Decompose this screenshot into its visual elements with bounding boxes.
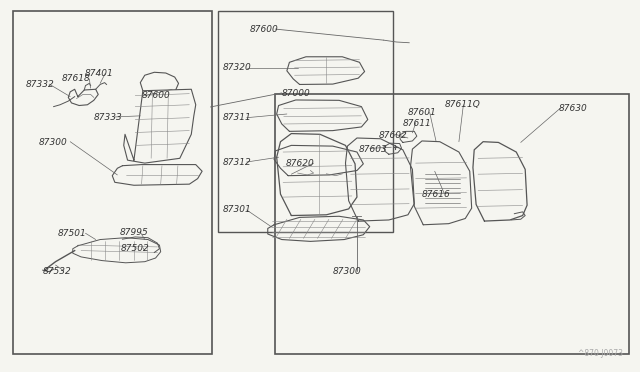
Text: 87320: 87320	[223, 63, 252, 72]
Text: 87332: 87332	[26, 80, 54, 89]
Text: 87611Q: 87611Q	[444, 100, 480, 109]
Text: 87611: 87611	[403, 119, 431, 128]
Bar	[13, 11, 212, 354]
Text: 87401: 87401	[84, 69, 113, 78]
Text: 87312: 87312	[223, 157, 252, 167]
Text: 87618: 87618	[62, 74, 91, 83]
Text: 87600: 87600	[250, 25, 278, 33]
Text: 87301: 87301	[223, 205, 252, 215]
Text: 87602: 87602	[379, 131, 408, 140]
Text: 87620: 87620	[285, 159, 314, 169]
Text: 87603: 87603	[358, 145, 387, 154]
Text: 87300: 87300	[333, 267, 362, 276]
Text: 87630: 87630	[559, 104, 588, 113]
Text: 87300: 87300	[38, 138, 67, 147]
Text: 87532: 87532	[43, 267, 72, 276]
Text: 87501: 87501	[58, 230, 86, 238]
Text: 87601: 87601	[407, 108, 436, 117]
Text: 87600: 87600	[141, 91, 170, 100]
Text: 87333: 87333	[94, 113, 122, 122]
Text: ^870 J0073: ^870 J0073	[578, 349, 623, 358]
Bar	[275, 94, 629, 354]
Text: 87311: 87311	[223, 113, 252, 122]
Text: 87000: 87000	[282, 89, 310, 98]
Text: 87616: 87616	[422, 190, 451, 199]
Text: 87502: 87502	[121, 244, 150, 253]
Text: 87995: 87995	[119, 228, 148, 237]
Bar	[218, 11, 394, 232]
